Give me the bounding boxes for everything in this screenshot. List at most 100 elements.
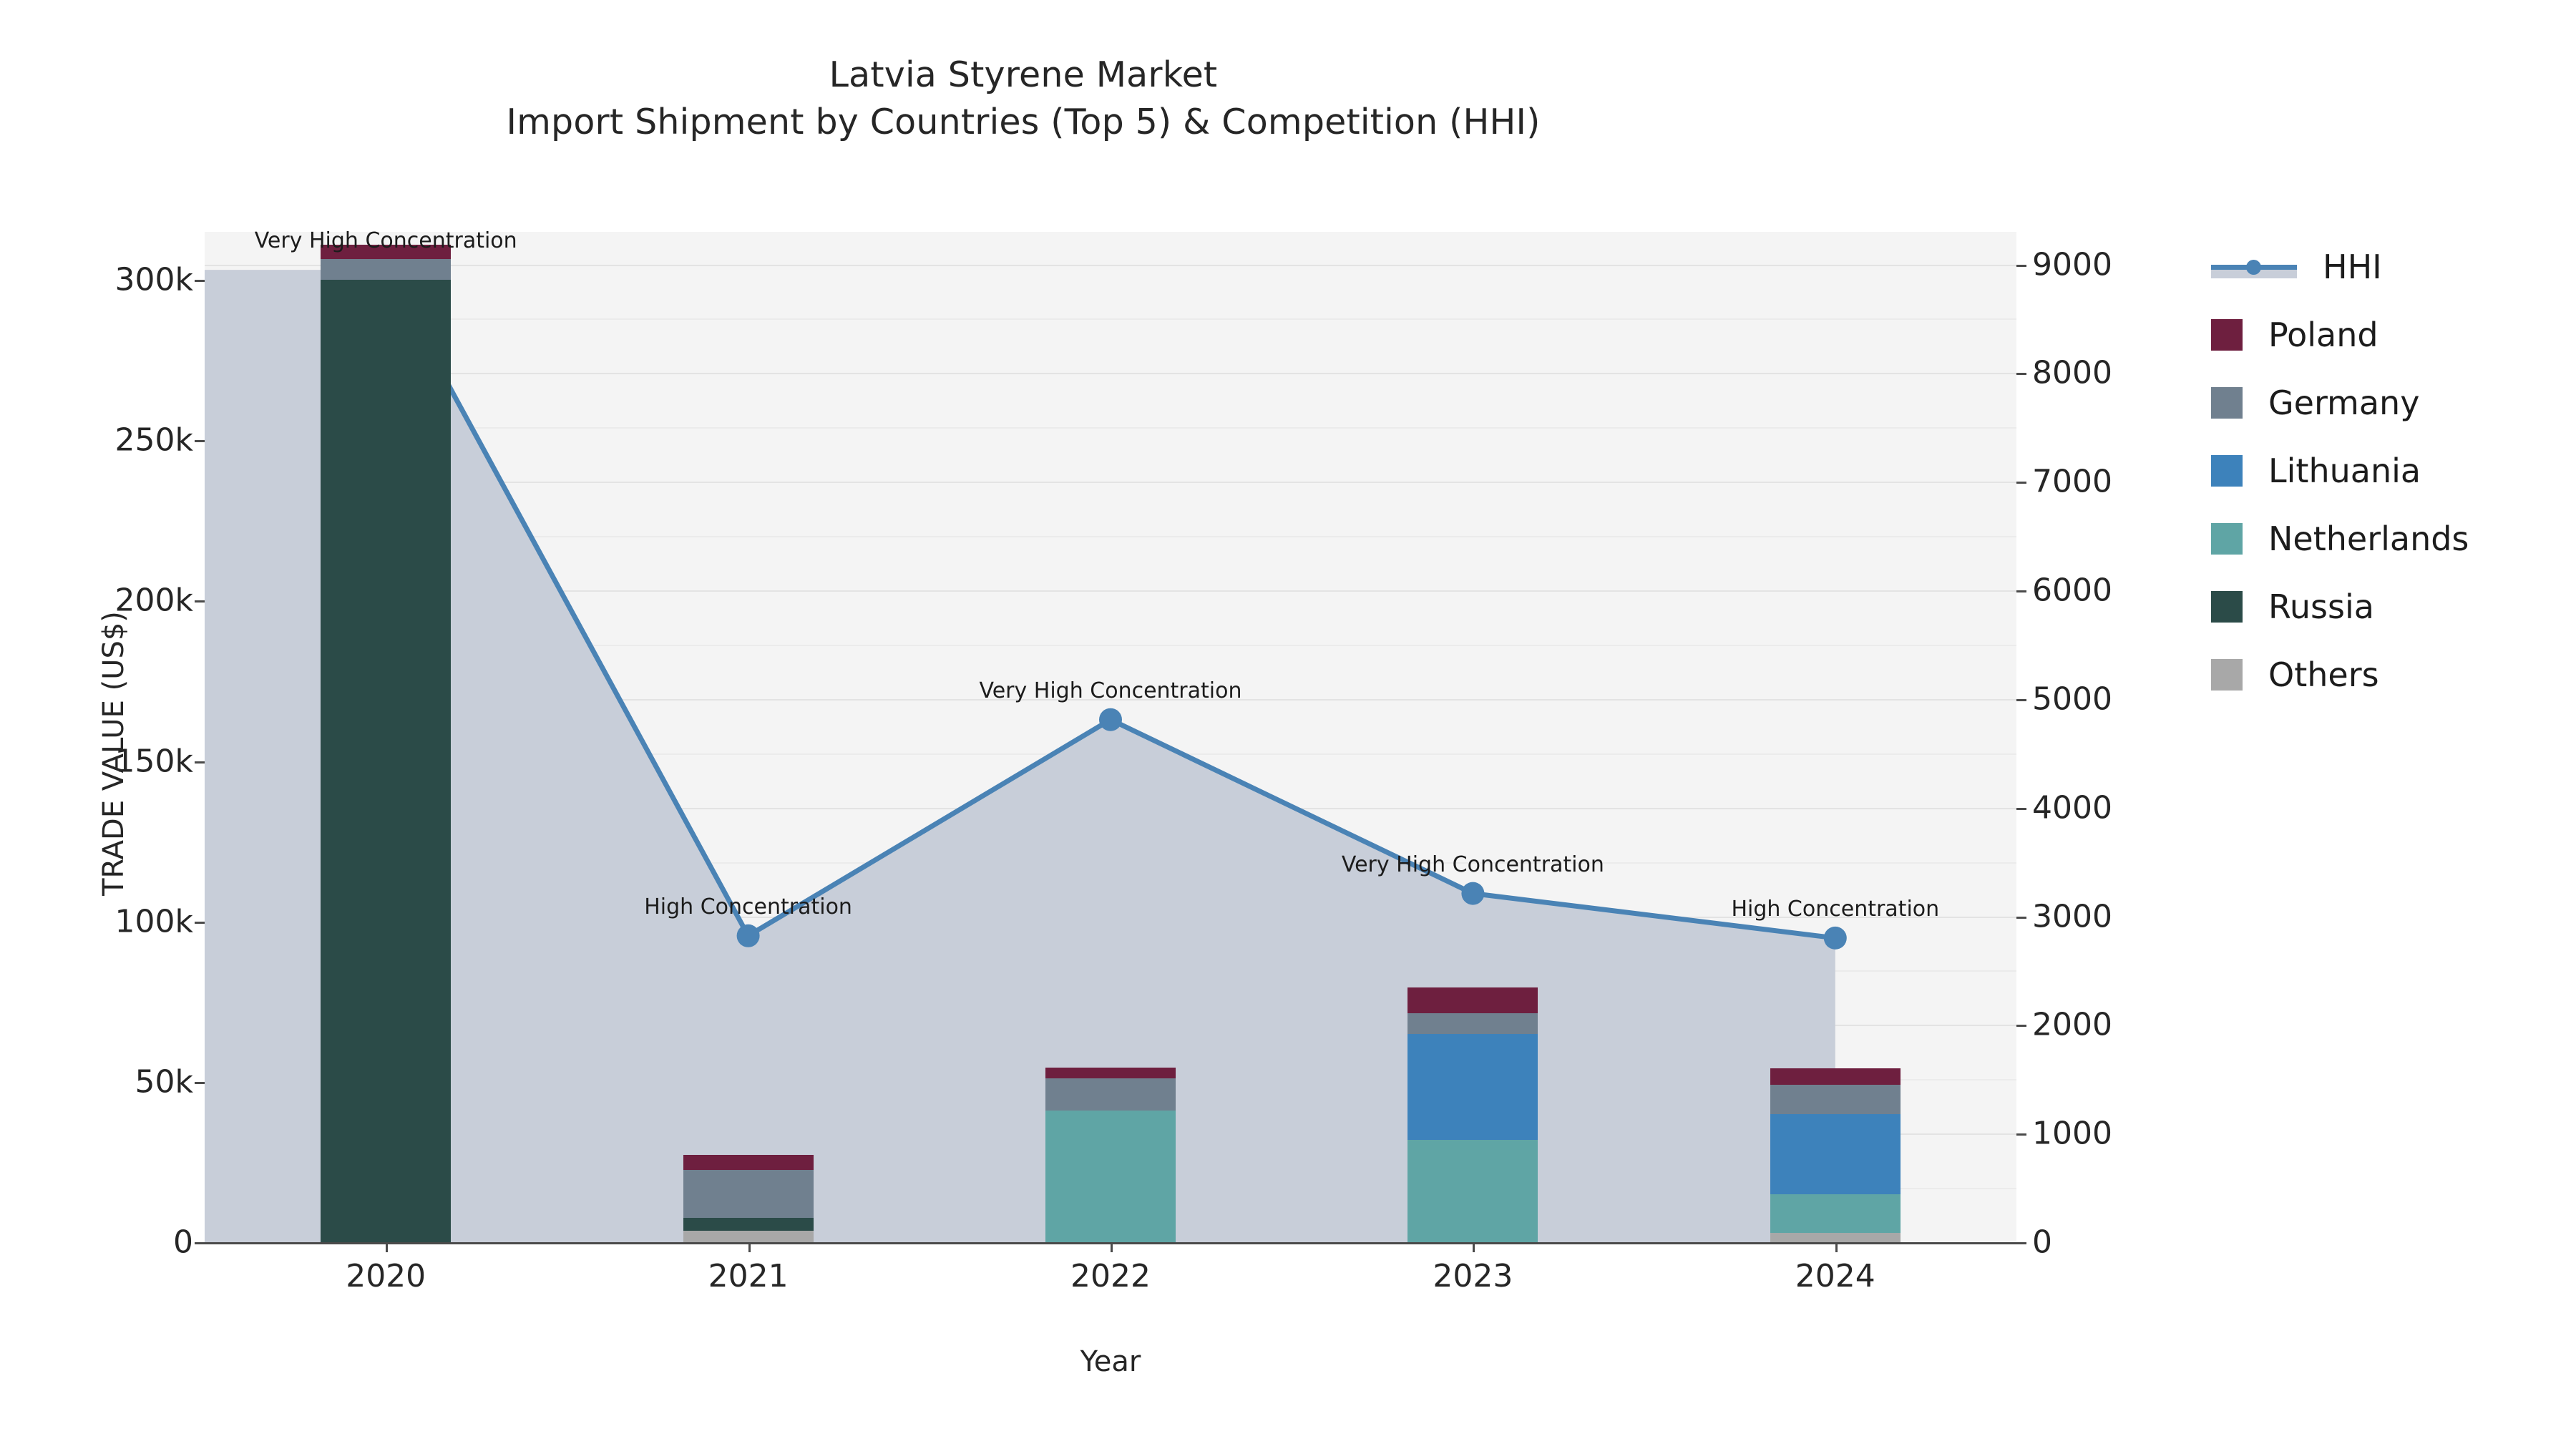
y-right-tick-label-1000: 1000	[2032, 1115, 2112, 1152]
bar-segment-lithuania-2024[interactable]	[1770, 1113, 1901, 1194]
legend-swatch-icon	[2211, 590, 2243, 623]
x-tick-mark	[1473, 1242, 1475, 1252]
chart-title-line-1: Latvia Styrene Market	[829, 54, 1218, 95]
x-tick-label-2023: 2023	[1433, 1258, 1513, 1294]
bar-group-2022	[1045, 232, 1176, 1242]
legend-item-germany[interactable]: Germany	[2211, 369, 2555, 436]
legend-swatch-icon	[2211, 454, 2243, 487]
y-left-tick-mark	[195, 761, 205, 763]
y-right-tick-label-5000: 5000	[2032, 680, 2112, 718]
legend-item-netherlands[interactable]: Netherlands	[2211, 504, 2555, 572]
legend-label: HHI	[2323, 247, 2382, 286]
y-right-tick-label-8000: 8000	[2032, 354, 2112, 391]
y-left-tick-mark	[195, 1081, 205, 1084]
y-axis-left-title: TRADE VALUE (US$)	[97, 611, 130, 896]
hhi-point-2022[interactable]	[1099, 708, 1122, 731]
bar-segment-netherlands-2022[interactable]	[1045, 1111, 1176, 1242]
y-right-tick-label-7000: 7000	[2032, 463, 2112, 500]
bar-segment-others-2024[interactable]	[1770, 1232, 1901, 1242]
x-tick-mark	[1835, 1242, 1838, 1252]
y-right-tick-mark	[2016, 482, 2026, 484]
bar-segment-poland-2024[interactable]	[1770, 1068, 1901, 1085]
legend-label: Netherlands	[2268, 519, 2469, 558]
legend-item-lithuania[interactable]: Lithuania	[2211, 436, 2555, 504]
annotation-2020: Very High Concentration	[254, 228, 517, 254]
y-right-tick-mark	[2016, 1242, 2026, 1244]
x-tick-mark	[386, 1242, 389, 1252]
legend-swatch-icon	[2211, 522, 2243, 555]
y-right-tick-mark	[2016, 373, 2026, 376]
legend-line-icon	[2211, 251, 2297, 283]
hhi-point-2021[interactable]	[736, 924, 760, 947]
x-tick-label-2020: 2020	[346, 1258, 426, 1294]
bar-group-2021	[683, 232, 814, 1242]
chart-title-block: Latvia Styrene Market Import Shipment by…	[0, 52, 2046, 145]
legend-item-others[interactable]: Others	[2211, 640, 2555, 708]
y-right-tick-mark	[2016, 264, 2026, 267]
y-left-tick-mark	[195, 600, 205, 603]
bar-segment-poland-2021[interactable]	[683, 1154, 814, 1171]
y-right-tick-label-0: 0	[2032, 1224, 2052, 1261]
legend-line-dot	[2246, 259, 2261, 275]
bar-segment-poland-2023[interactable]	[1407, 987, 1538, 1013]
bar-segment-poland-2020[interactable]	[321, 244, 452, 260]
y-left-tick-label-300k: 300k	[114, 261, 193, 298]
y-left-tick-mark	[195, 280, 205, 283]
y-right-tick-mark	[2016, 590, 2026, 593]
legend-swatch-icon	[2211, 658, 2243, 691]
y-left-tick-label-50k: 50k	[135, 1063, 193, 1101]
annotation-2024: High Concentration	[1731, 896, 1940, 922]
bar-segment-lithuania-2023[interactable]	[1407, 1033, 1538, 1140]
annotation-2023: Very High Concentration	[1341, 852, 1604, 877]
y-left-tick-label-250k: 250k	[114, 421, 193, 459]
y-right-tick-mark	[2016, 916, 2026, 919]
y-right-tick-label-2000: 2000	[2032, 1006, 2112, 1043]
y-right-tick-label-6000: 6000	[2032, 572, 2112, 609]
bar-segment-russia-2021[interactable]	[683, 1218, 814, 1231]
y-left-tick-label-100k: 100k	[114, 903, 193, 940]
chart-title-line-2: Import Shipment by Countries (Top 5) & C…	[506, 101, 1541, 142]
legend-item-poland[interactable]: Poland	[2211, 301, 2555, 369]
legend-label: Others	[2268, 655, 2379, 694]
bar-segment-germany-2022[interactable]	[1045, 1078, 1176, 1111]
x-tick-label-2022: 2022	[1070, 1258, 1151, 1294]
hhi-point-2023[interactable]	[1461, 882, 1485, 905]
legend-item-russia[interactable]: Russia	[2211, 572, 2555, 640]
y-right-tick-label-9000: 9000	[2032, 246, 2112, 283]
y-right-tick-mark	[2016, 807, 2026, 810]
bar-segment-germany-2021[interactable]	[683, 1170, 814, 1219]
hhi-point-2024[interactable]	[1823, 926, 1847, 950]
annotation-2021: High Concentration	[644, 894, 852, 919]
bar-group-2023	[1407, 232, 1538, 1242]
bar-segment-poland-2022[interactable]	[1045, 1067, 1176, 1079]
x-tick-mark	[748, 1242, 751, 1252]
bar-segment-russia-2020[interactable]	[321, 280, 452, 1242]
y-right-tick-label-4000: 4000	[2032, 789, 2112, 826]
bar-segment-germany-2024[interactable]	[1770, 1085, 1901, 1114]
legend-item-hhi[interactable]: HHI	[2211, 233, 2555, 301]
legend-label: Poland	[2268, 315, 2379, 354]
chart-legend: HHI Poland Germany Lithuania Netherlands Russ…	[2211, 233, 2555, 708]
y-left-tick-label-200k: 200k	[114, 582, 193, 619]
bar-segment-germany-2023[interactable]	[1407, 1013, 1538, 1034]
bar-segment-netherlands-2024[interactable]	[1770, 1194, 1901, 1233]
y-right-tick-mark	[2016, 698, 2026, 701]
stacked-bars	[205, 232, 2016, 1242]
legend-swatch-icon	[2211, 318, 2243, 351]
legend-label: Lithuania	[2268, 451, 2421, 490]
legend-swatch-icon	[2211, 386, 2243, 419]
y-left-tick-mark	[195, 1242, 205, 1244]
bar-segment-netherlands-2023[interactable]	[1407, 1139, 1538, 1242]
annotation-2022: Very High Concentration	[979, 678, 1242, 703]
legend-label: Russia	[2268, 587, 2374, 626]
bar-group-2020	[321, 232, 452, 1242]
y-left-tick-label-150k: 150k	[114, 743, 193, 780]
bar-segment-others-2021[interactable]	[683, 1231, 814, 1242]
plot-area: Very High Concentration High Concentratio…	[205, 228, 2016, 1244]
y-right-tick-mark	[2016, 1025, 2026, 1028]
y-left-tick-mark	[195, 921, 205, 924]
y-right-tick-label-3000: 3000	[2032, 898, 2112, 935]
bar-segment-germany-2020[interactable]	[321, 259, 452, 280]
x-tick-label-2021: 2021	[708, 1258, 789, 1294]
